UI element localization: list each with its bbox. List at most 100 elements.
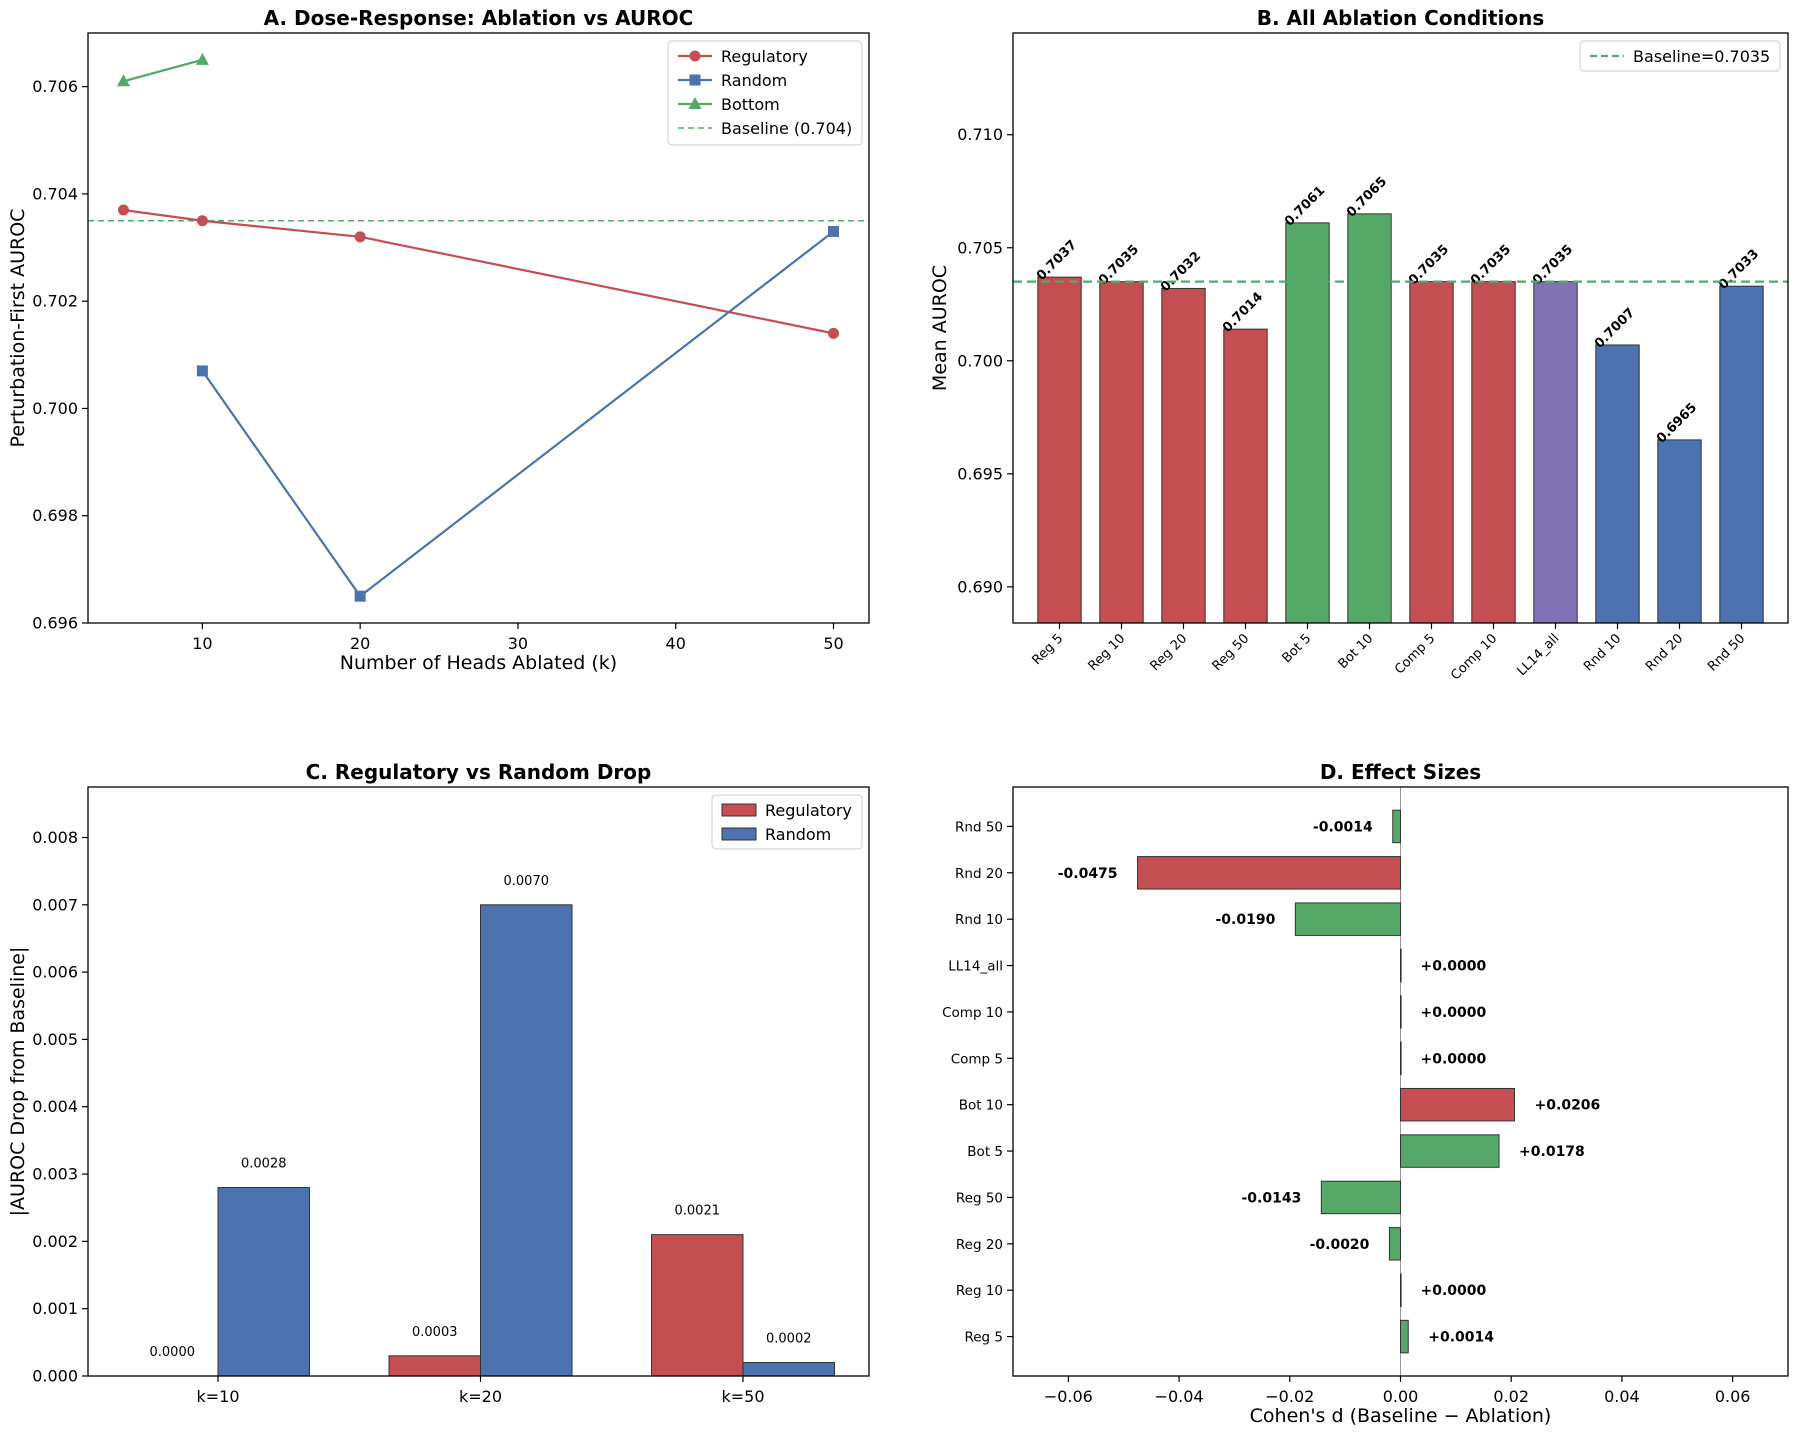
y-tick-label: 0.008 [32, 828, 78, 847]
bar-random [742, 1362, 835, 1377]
series-line-regulatory [123, 208, 834, 335]
x-tick-label: Bot 5 [1279, 631, 1314, 666]
bar [1400, 1134, 1500, 1168]
legend-marker [689, 50, 701, 62]
x-tick-label: 0.00 [1383, 1387, 1419, 1406]
x-tick-label: Reg 20 [1148, 631, 1191, 674]
bar-value-label: +0.0206 [1535, 1098, 1601, 1114]
y-tick-label: Rnd 10 [955, 912, 1003, 928]
legend-label: Random [765, 825, 831, 844]
x-tick-label: Rnd 50 [1705, 631, 1748, 674]
x-tick-label: −0.04 [1155, 1387, 1204, 1406]
y-tick-label: Bot 5 [967, 1144, 1003, 1160]
y-tick-label: 0.700 [957, 351, 1003, 370]
bar [1285, 222, 1330, 624]
plot-frame [87, 786, 870, 1377]
legend-label: Random [721, 71, 787, 90]
bar-value-label: 0.0028 [241, 1157, 287, 1172]
bar [1161, 287, 1206, 624]
legend-label: Bottom [721, 95, 780, 114]
bar [1400, 995, 1402, 1029]
x-tick-label: 0.04 [1604, 1387, 1640, 1406]
legend-box [667, 40, 863, 146]
x-tick-label: 10 [192, 634, 212, 653]
bar-value-label: -0.0143 [1241, 1190, 1301, 1206]
data-point-bottom [195, 52, 209, 65]
plot-frame [1012, 32, 1789, 624]
bar-value-label: 0.0003 [412, 1325, 458, 1340]
y-tick-label: Reg 50 [956, 1190, 1003, 1206]
bar [1409, 281, 1454, 624]
bar [1388, 1227, 1402, 1261]
y-tick-label: 0.002 [32, 1232, 78, 1251]
panel-d: +0.0014 +0.0000 -0.0020 -0.0143 +0.0178 +0.02… [942, 760, 1789, 1427]
bar [1137, 856, 1402, 890]
x-tick-label: 0.06 [1715, 1387, 1751, 1406]
y-tick-label: 0.702 [32, 292, 78, 311]
bar-value-label: +0.0000 [1421, 959, 1487, 975]
x-tick-label: Reg 50 [1210, 631, 1253, 674]
bar-value-label: -0.0020 [1310, 1237, 1370, 1253]
data-point-regulatory [354, 231, 366, 243]
bar [1392, 809, 1401, 844]
x-tick-label: Reg 5 [1029, 631, 1066, 668]
y-tick-label: 0.706 [32, 77, 78, 96]
bar-value-label: 0.0000 [150, 1345, 196, 1360]
y-tick-label: Reg 20 [956, 1237, 1003, 1253]
y-tick-label: Rnd 20 [955, 866, 1003, 882]
x-tick-label: Bot 10 [1336, 631, 1377, 672]
y-tick-label: 0.001 [32, 1299, 78, 1318]
y-axis-label: Mean AUROC [929, 265, 951, 391]
series-line-bottom [123, 58, 203, 83]
bar-random [217, 1187, 310, 1377]
y-tick-label: 0.000 [32, 1367, 78, 1386]
x-tick-label: Rnd 10 [1581, 631, 1624, 674]
x-tick-label: Comp 5 [1392, 631, 1438, 677]
x-tick-label: k=50 [721, 1387, 764, 1406]
x-tick-label: k=10 [196, 1387, 239, 1406]
bar-regulatory [651, 1234, 744, 1377]
series-line-random [201, 230, 835, 598]
legend-label: Baseline (0.704) [721, 119, 852, 138]
y-axis-label: |AUROC Drop from Baseline| [7, 947, 29, 1217]
panel-c: 0.0000 0.0003 0.0021 0.0028 0.0070 0.0002 0.00… [7, 760, 870, 1406]
y-axis-label: Perturbation-First AUROC [7, 209, 29, 448]
y-tick-label: 0.005 [32, 1030, 78, 1049]
x-tick-label: LL14_all [1514, 631, 1562, 679]
legend-marker [689, 74, 701, 86]
chart-title: C. Regulatory vs Random Drop [306, 760, 652, 784]
y-tick-label: 0.006 [32, 963, 78, 982]
y-tick-label: 0.705 [957, 238, 1003, 257]
data-point-regulatory [196, 215, 208, 227]
bar [1320, 1180, 1401, 1215]
y-tick-label: 0.710 [957, 125, 1003, 144]
chart-title: D. Effect Sizes [1320, 760, 1481, 784]
data-point-random [828, 225, 839, 237]
bar [1471, 281, 1516, 624]
legend-box [1579, 40, 1781, 72]
bar [1294, 902, 1401, 936]
legend-label: Regulatory [765, 801, 852, 820]
y-tick-label: Bot 10 [959, 1098, 1003, 1114]
bar [1657, 439, 1702, 624]
x-tick-label: 20 [350, 634, 370, 653]
legend-label: Regulatory [721, 47, 808, 66]
bar-value-label: 0.0070 [504, 874, 550, 889]
legend-marker [688, 97, 702, 109]
bar-regulatory [388, 1355, 481, 1377]
y-tick-label: 0.695 [957, 464, 1003, 483]
bar-value-label: +0.0000 [1421, 1051, 1487, 1067]
x-tick-label: Comp 10 [1448, 631, 1500, 683]
bar [1400, 1087, 1516, 1122]
legend-label: Baseline=0.7035 [1633, 47, 1770, 66]
y-tick-label: 0.696 [32, 614, 78, 633]
y-tick-label: Rnd 50 [955, 819, 1003, 835]
x-tick-label: 30 [508, 634, 528, 653]
bar-random [480, 904, 573, 1377]
bar [1099, 281, 1144, 624]
bar [1719, 285, 1764, 624]
x-tick-label: −0.02 [1265, 1387, 1314, 1406]
bar-value-label: +0.0000 [1421, 1283, 1487, 1299]
